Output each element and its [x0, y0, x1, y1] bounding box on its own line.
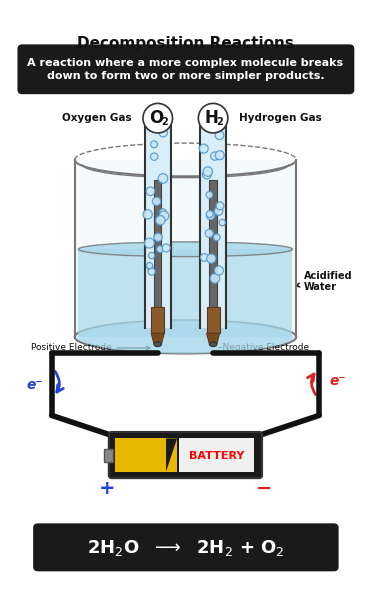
- Bar: [151, 307, 164, 333]
- Text: Decomposition Reactions: Decomposition Reactions: [77, 36, 294, 51]
- Bar: [78, 249, 292, 337]
- Circle shape: [160, 209, 166, 215]
- Circle shape: [148, 268, 155, 275]
- Text: O: O: [149, 109, 163, 127]
- Text: Hydrogen Gas: Hydrogen Gas: [239, 113, 322, 123]
- Circle shape: [199, 144, 208, 153]
- Circle shape: [214, 266, 223, 275]
- Circle shape: [146, 187, 155, 196]
- Text: 2: 2: [161, 117, 168, 127]
- Circle shape: [215, 131, 224, 140]
- Circle shape: [158, 173, 168, 183]
- Circle shape: [214, 207, 223, 215]
- Circle shape: [211, 152, 219, 160]
- Ellipse shape: [78, 320, 292, 353]
- Circle shape: [215, 151, 224, 160]
- Circle shape: [152, 197, 161, 206]
- Circle shape: [213, 234, 220, 241]
- Text: e⁻: e⁻: [329, 374, 346, 388]
- Circle shape: [207, 254, 216, 263]
- Bar: [179, 439, 254, 472]
- Circle shape: [147, 264, 153, 270]
- Text: H: H: [204, 109, 218, 127]
- Circle shape: [143, 103, 173, 133]
- FancyBboxPatch shape: [17, 44, 354, 94]
- Circle shape: [206, 211, 215, 220]
- Circle shape: [206, 211, 213, 217]
- Bar: [209, 180, 217, 311]
- Text: Positive Electrode: Positive Electrode: [31, 343, 150, 352]
- Circle shape: [144, 238, 154, 248]
- Bar: [207, 307, 220, 333]
- Polygon shape: [151, 333, 164, 344]
- Circle shape: [162, 244, 170, 252]
- Polygon shape: [207, 333, 220, 344]
- Bar: [154, 180, 161, 311]
- Circle shape: [151, 153, 158, 160]
- Circle shape: [200, 254, 208, 261]
- Bar: [104, 449, 114, 461]
- Circle shape: [206, 191, 213, 198]
- Circle shape: [205, 229, 213, 238]
- Text: Acidified
Water: Acidified Water: [296, 271, 352, 292]
- Circle shape: [159, 211, 169, 221]
- Circle shape: [156, 215, 165, 225]
- Text: −: −: [256, 479, 272, 498]
- Ellipse shape: [154, 342, 161, 347]
- Circle shape: [198, 103, 228, 133]
- Ellipse shape: [75, 320, 296, 353]
- Circle shape: [154, 233, 162, 241]
- Text: +: +: [99, 479, 115, 498]
- Text: e⁻: e⁻: [27, 378, 43, 392]
- Text: 2: 2: [216, 117, 223, 127]
- Circle shape: [203, 170, 211, 179]
- Polygon shape: [145, 106, 171, 119]
- Circle shape: [143, 210, 152, 219]
- Text: 2H$_2$O  $\longrightarrow$  2H$_2$ + O$_2$: 2H$_2$O $\longrightarrow$ 2H$_2$ + O$_2$: [87, 538, 284, 558]
- Ellipse shape: [78, 242, 292, 257]
- Bar: [200, 119, 226, 328]
- Polygon shape: [166, 439, 177, 472]
- Circle shape: [219, 220, 226, 226]
- FancyBboxPatch shape: [109, 432, 262, 478]
- Bar: [145, 119, 171, 328]
- Circle shape: [147, 263, 152, 269]
- FancyBboxPatch shape: [33, 523, 339, 571]
- Circle shape: [203, 167, 213, 176]
- Text: A reaction where a more complex molecule breaks: A reaction where a more complex molecule…: [27, 58, 344, 68]
- Text: Oxygen Gas: Oxygen Gas: [62, 113, 132, 123]
- Polygon shape: [200, 106, 226, 119]
- Circle shape: [210, 274, 220, 283]
- Circle shape: [148, 253, 155, 259]
- Text: BATTERY: BATTERY: [189, 451, 244, 461]
- Ellipse shape: [209, 342, 217, 347]
- Circle shape: [159, 128, 167, 137]
- Circle shape: [216, 202, 224, 210]
- Bar: [75, 160, 296, 337]
- Circle shape: [151, 141, 158, 148]
- Text: down to form two or more simpler products.: down to form two or more simpler product…: [47, 71, 324, 81]
- Circle shape: [157, 246, 164, 253]
- Bar: [115, 439, 177, 472]
- Text: –Negative Electrode: –Negative Electrode: [218, 343, 309, 352]
